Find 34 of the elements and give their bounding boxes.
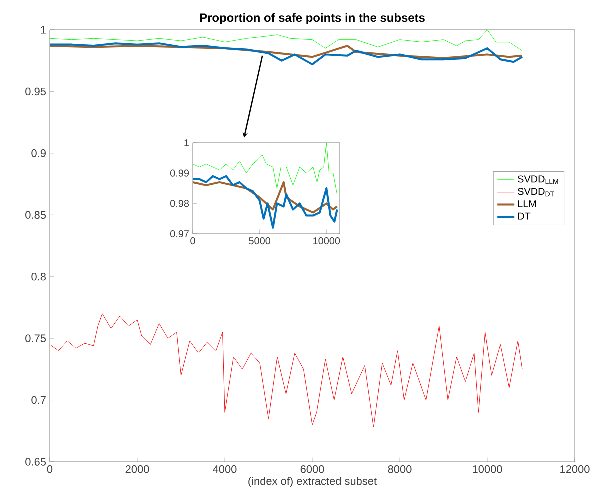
y-tick-label: 0.9 — [32, 150, 46, 158]
line-series — [193, 181, 338, 214]
y-tick-label: 0.85 — [26, 211, 46, 220]
y-tick-label: 0.65 — [26, 458, 46, 466]
x-tick-label: 8000 — [388, 466, 412, 474]
x-tick-label: 10000 — [314, 238, 340, 245]
x-tick-label: 4000 — [213, 466, 237, 474]
x-axis-title: (index of) extracted subset — [248, 477, 377, 488]
y-tick-label: 1 — [41, 26, 46, 34]
x-tick-label: 6000 — [300, 466, 324, 474]
line-series — [193, 175, 338, 229]
y-tick-label: 0.97 — [170, 230, 189, 238]
y-tick-label: 0.75 — [26, 334, 46, 342]
line-series — [50, 314, 523, 428]
x-tick-label: 5000 — [249, 238, 271, 245]
x-tick-label: 0 — [190, 238, 196, 245]
y-tick-label: 0.7 — [32, 396, 46, 404]
y-tick-label: 0.8 — [32, 272, 46, 281]
y-tick-label: 1 — [184, 140, 190, 146]
line-series — [193, 142, 338, 195]
legend-label: LLM — [518, 200, 536, 208]
legend-label: SVDD$_{LLM}$ — [518, 176, 558, 184]
line-series — [50, 45, 524, 60]
y-tick-label: 0.98 — [170, 200, 190, 208]
legend-label: SVDD$_{DT}$ — [518, 188, 554, 197]
legend-label: DT — [518, 212, 531, 220]
x-tick-label: 10000 — [473, 466, 502, 474]
x-tick-label: 12000 — [560, 466, 590, 474]
x-tick-label: 2000 — [126, 466, 150, 474]
chart-title: Proportion of safe points in the subsets — [200, 13, 425, 25]
y-tick-label: 0.99 — [170, 170, 190, 177]
x-tick-label: 0 — [47, 466, 53, 474]
line-series — [50, 42, 524, 66]
y-tick-label: 0.95 — [26, 88, 46, 96]
